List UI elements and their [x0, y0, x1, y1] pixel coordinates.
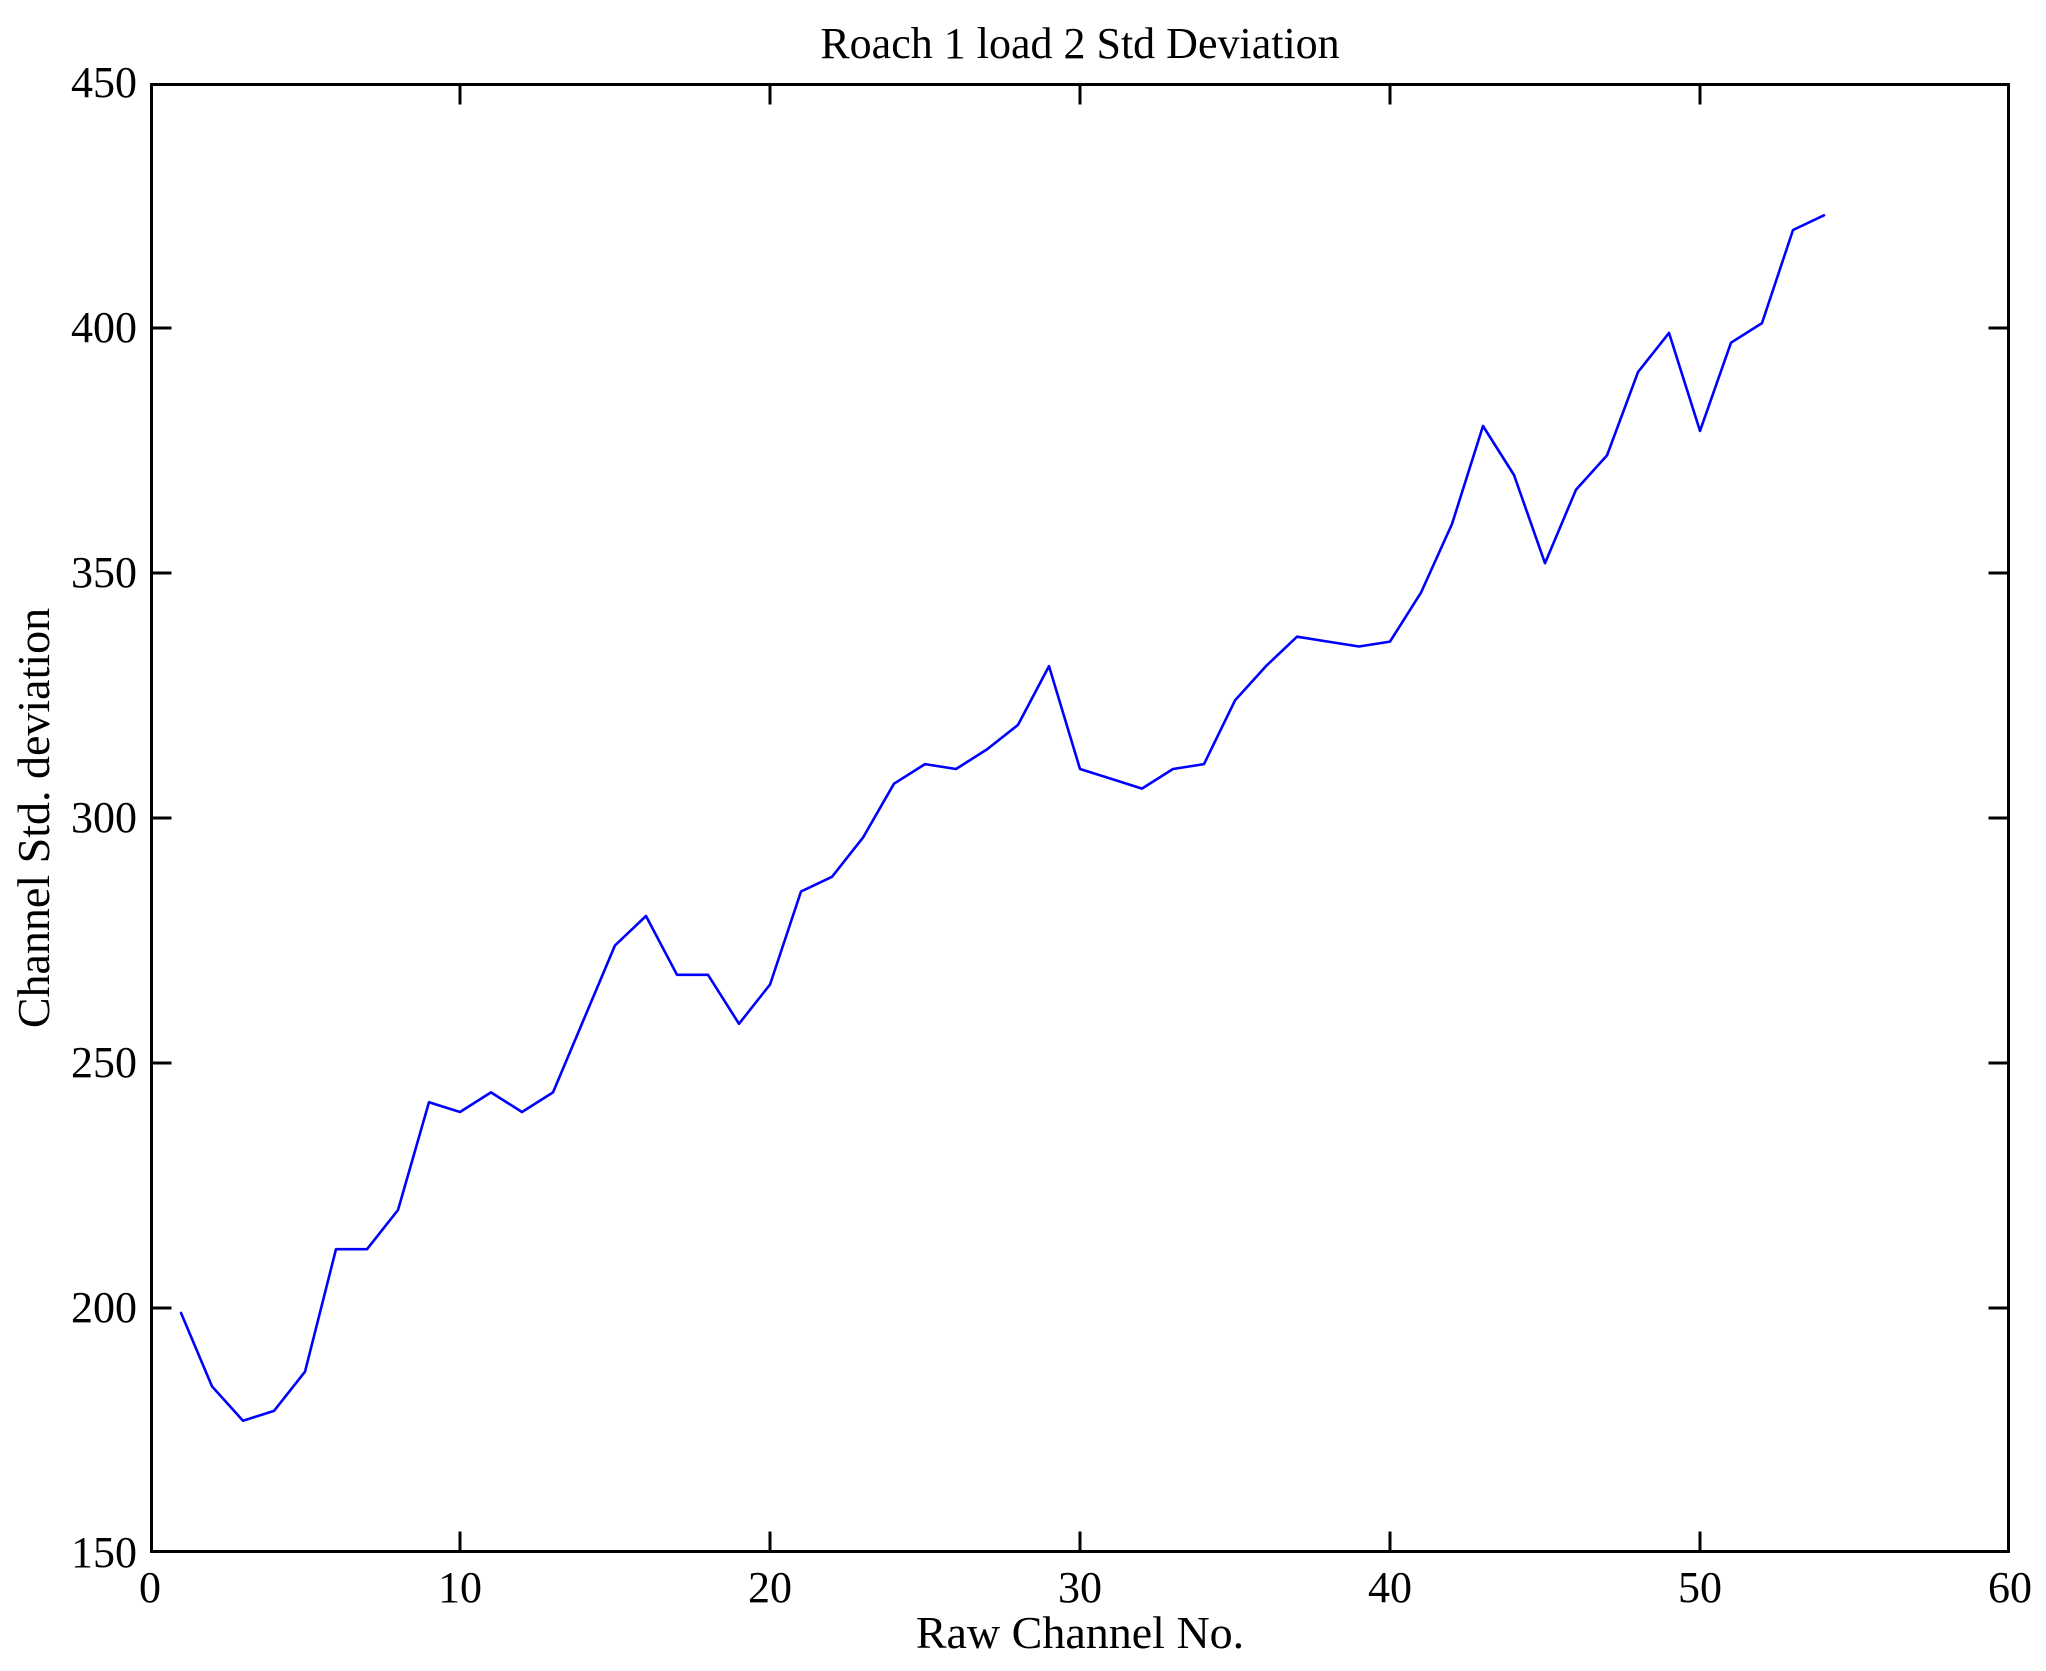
x-tick-label: 40 [1368, 1563, 1412, 1612]
y-tick-label: 450 [71, 58, 137, 107]
x-tick-label: 20 [748, 1563, 792, 1612]
y-tick-label: 150 [71, 1528, 137, 1577]
data-line [179, 214, 1826, 1422]
x-tick-label: 50 [1678, 1563, 1722, 1612]
chart-title: Roach 1 load 2 Std Deviation [820, 19, 1340, 68]
y-tick-label: 400 [71, 303, 137, 352]
x-tick-label: 0 [139, 1563, 161, 1612]
x-tick-label: 60 [1988, 1563, 2032, 1612]
axes-box [150, 83, 2010, 1553]
plot-area [150, 83, 2010, 1553]
y-tick-label: 350 [71, 548, 137, 597]
y-tick-label: 200 [71, 1283, 137, 1332]
x-tick-label: 30 [1058, 1563, 1102, 1612]
plot-canvas [150, 83, 2010, 1553]
y-tick-label: 300 [71, 793, 137, 842]
x-tick-label: 10 [438, 1563, 482, 1612]
y-tick-label: 250 [71, 1038, 137, 1087]
x-axis-label: Raw Channel No. [915, 1607, 1245, 1658]
